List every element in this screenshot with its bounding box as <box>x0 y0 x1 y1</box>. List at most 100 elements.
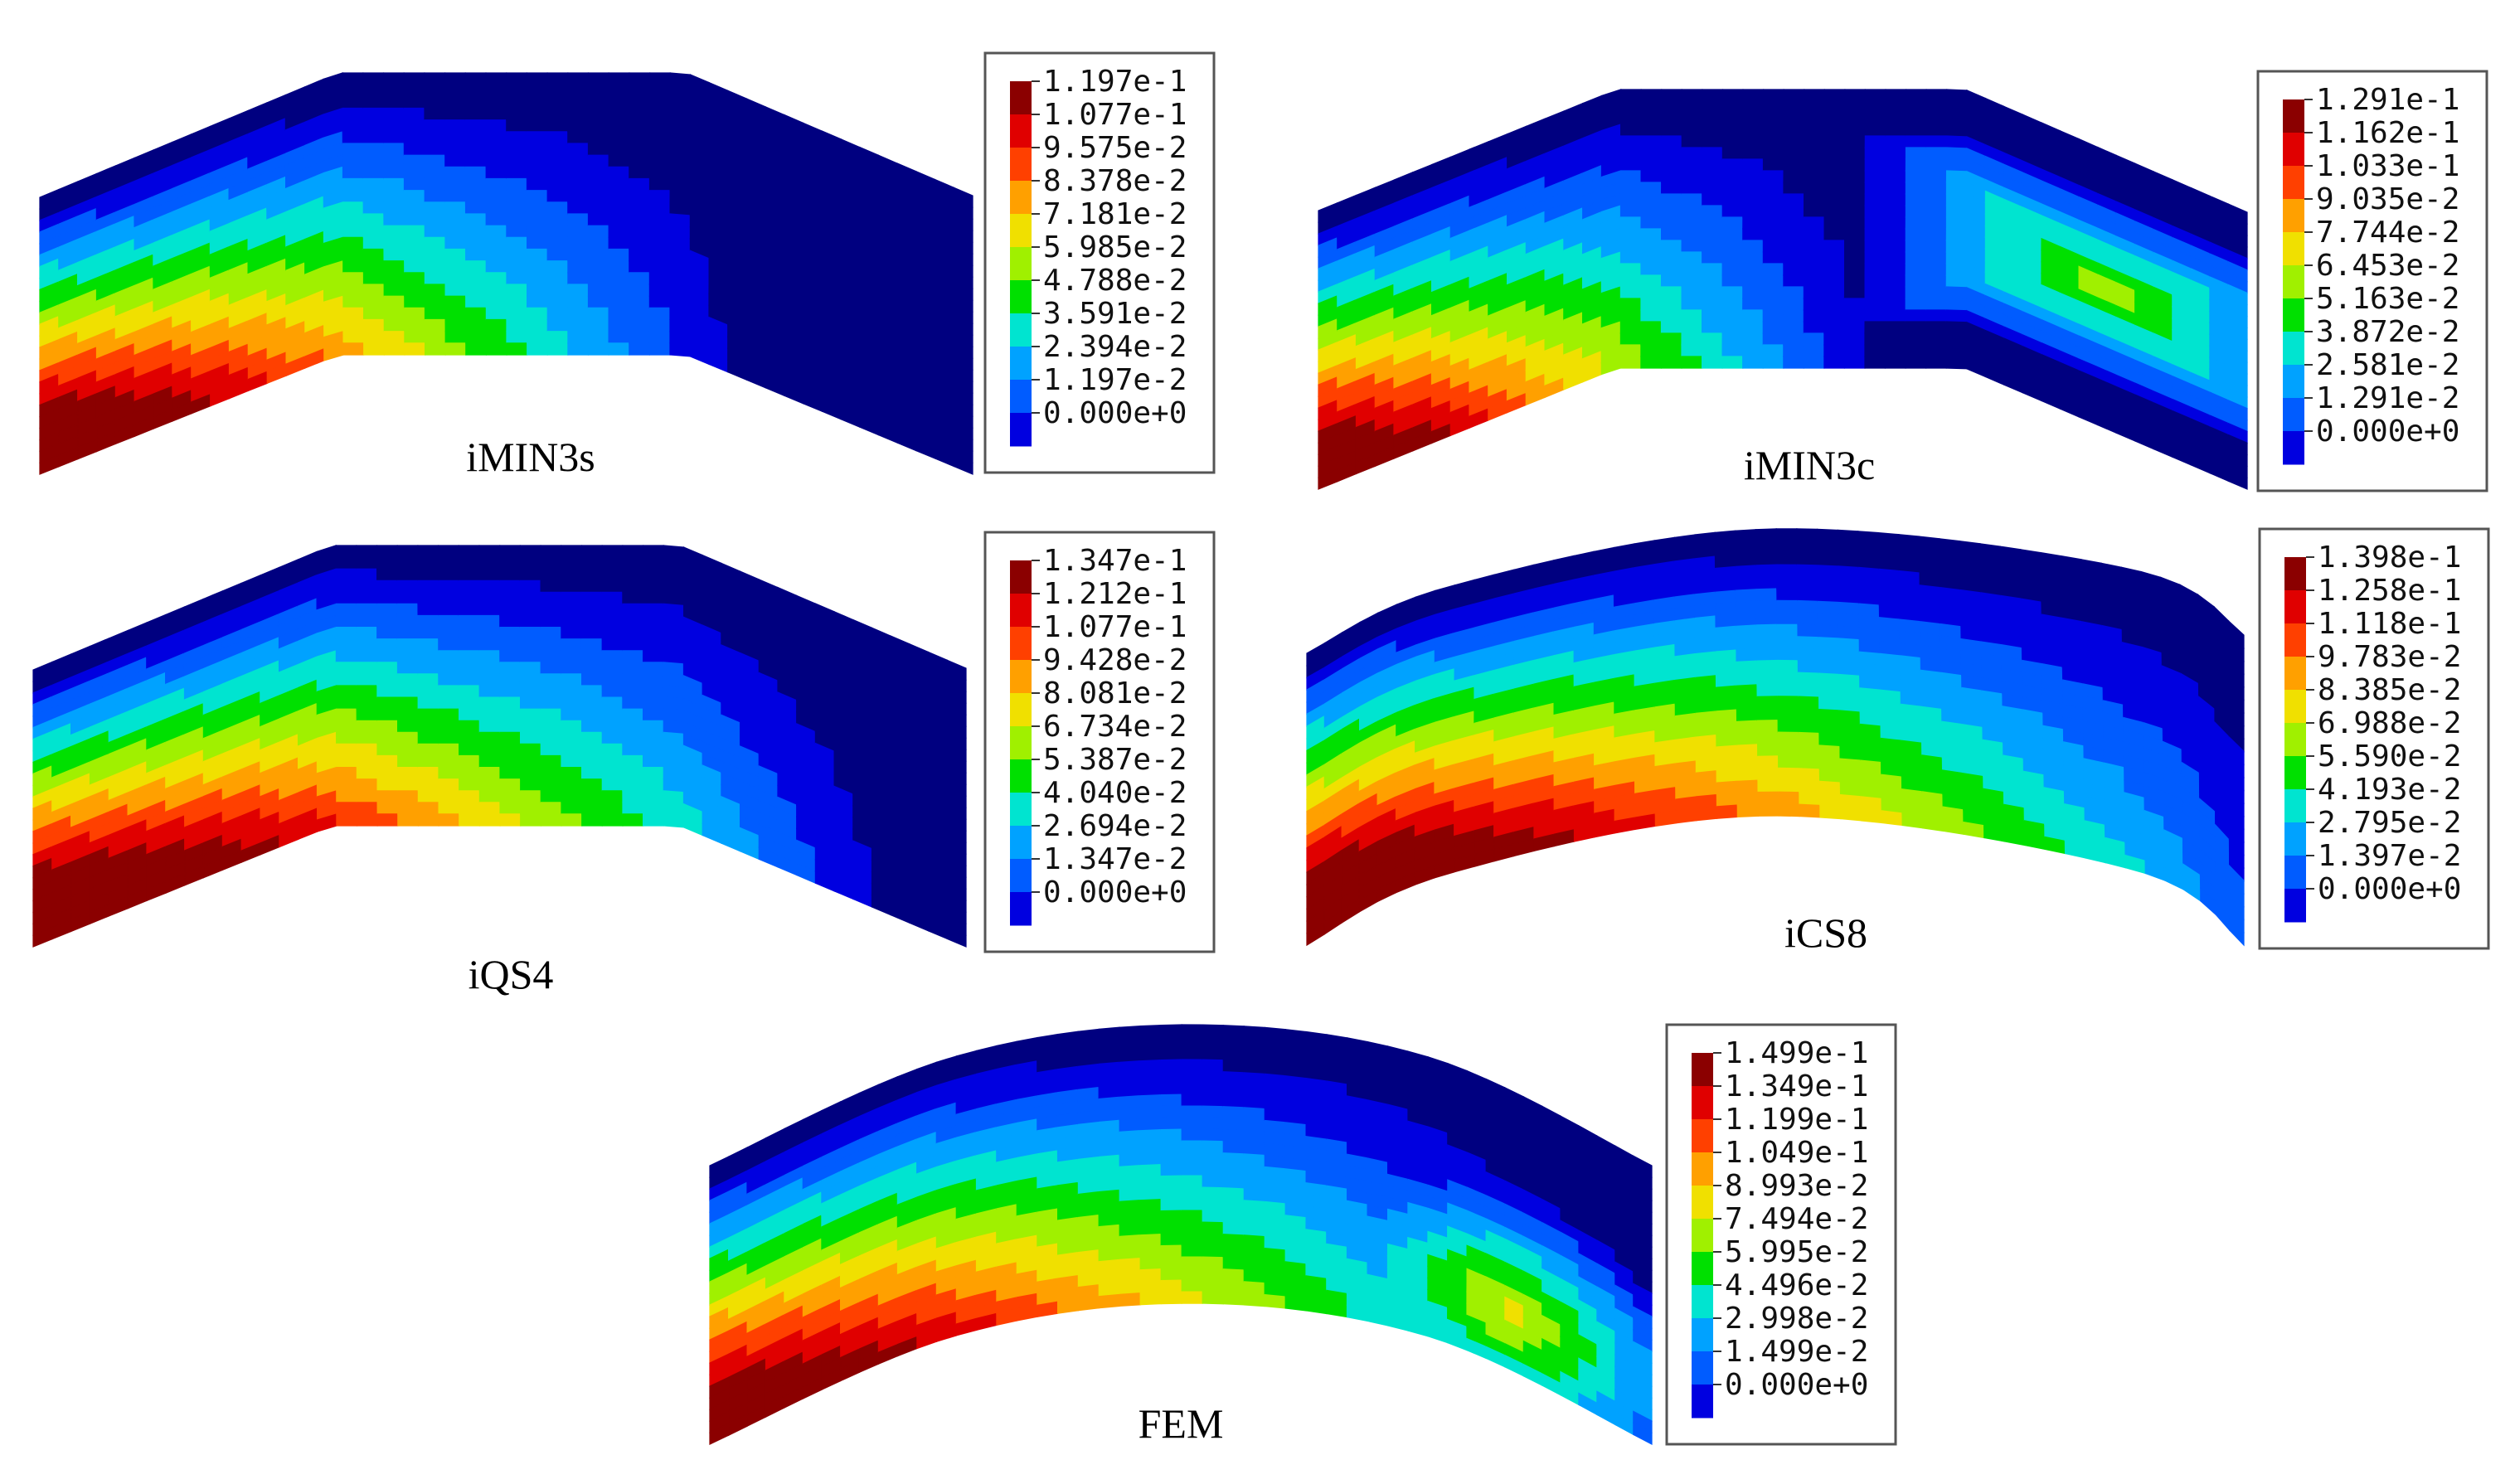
contour-cell <box>362 107 385 121</box>
legend-swatch <box>2283 431 2304 465</box>
contour-cell <box>404 236 425 250</box>
contour-cell <box>1661 170 1682 183</box>
contour-cell <box>1762 216 1784 230</box>
contour-cell <box>1721 263 1744 276</box>
contour-cell <box>424 119 446 133</box>
contour-cell <box>629 190 651 203</box>
contour-cell <box>356 731 378 744</box>
contour-cell <box>1775 540 1798 554</box>
contour-cell <box>362 284 385 297</box>
contour-cell <box>526 248 548 262</box>
contour-cell <box>464 190 487 203</box>
contour-cell <box>1776 612 1799 626</box>
legend-swatch <box>1010 627 1032 661</box>
contour-cell <box>506 95 528 109</box>
contour-cell <box>580 603 603 617</box>
contour-cell <box>1843 356 1866 369</box>
contour-cell <box>485 284 507 297</box>
contour-cell <box>397 708 419 721</box>
contour-cell <box>1681 263 1703 276</box>
contour-cell <box>601 813 624 827</box>
contour-cell <box>669 284 691 298</box>
contour-cell <box>356 556 378 570</box>
contour-cell <box>1778 791 1800 805</box>
contour-cell <box>546 107 569 121</box>
contour-cell <box>540 626 562 640</box>
contour-cell <box>561 767 583 780</box>
contour-cell <box>1839 745 1862 761</box>
contour-cell <box>546 143 569 156</box>
contour-cell <box>587 331 609 344</box>
contour-cell <box>642 545 664 558</box>
contour-cell <box>622 626 644 640</box>
contour-cell <box>1742 89 1765 102</box>
contour-cell <box>1797 623 1819 638</box>
contour-cell <box>540 603 562 617</box>
contour-cell <box>444 248 467 262</box>
contour-cell <box>1756 672 1779 686</box>
contour-cell <box>1799 792 1821 807</box>
contour-cell <box>567 307 590 321</box>
contour-cell <box>601 662 624 675</box>
contour-cell <box>669 143 692 158</box>
contour-cell <box>383 166 405 180</box>
contour-cell <box>1864 205 1886 218</box>
contour-cell <box>362 213 385 226</box>
contour-cell <box>1925 205 1948 218</box>
contour-cell <box>1661 263 1682 276</box>
contour-cell <box>499 556 522 570</box>
contour-cell <box>424 225 446 238</box>
contour-cell <box>1736 648 1758 663</box>
contour-cell <box>629 95 651 109</box>
contour-cell <box>444 190 467 203</box>
contour-cell <box>404 213 425 226</box>
legend-label: 8.081e-2 <box>1043 677 1187 710</box>
contour-cell <box>608 72 630 85</box>
contour-cell <box>356 754 378 769</box>
contour-cell <box>608 331 630 344</box>
contour-cell <box>1640 228 1663 241</box>
contour-cell <box>1803 356 1825 369</box>
contour-cell <box>567 131 590 144</box>
contour-cell <box>580 720 603 733</box>
contour-cell <box>1783 263 1805 276</box>
contour-cell <box>1838 686 1861 701</box>
legend-swatch <box>1010 560 1032 594</box>
contour-cell <box>1777 707 1799 721</box>
legend-label: 1.197e-1 <box>1043 65 1187 99</box>
contour-cell <box>622 731 644 744</box>
contour-cell <box>424 272 446 285</box>
contour-cell <box>663 614 685 630</box>
contour-cell <box>485 72 507 85</box>
contour-cell <box>1864 344 1886 357</box>
contour-cell <box>629 284 651 297</box>
contour-cell <box>1681 112 1703 125</box>
contour-cell <box>526 95 548 109</box>
contour-cell <box>383 119 405 133</box>
contour-cell <box>1885 205 1907 218</box>
contour-cell <box>1640 321 1663 334</box>
contour-cell <box>499 545 522 558</box>
contour-cell <box>648 154 671 167</box>
contour-cell <box>1864 124 1886 137</box>
contour-cell <box>438 802 460 815</box>
contour-cell <box>376 673 399 686</box>
contour-cell <box>417 778 439 792</box>
contour-cell <box>458 568 480 581</box>
contour-cell <box>1757 755 1779 769</box>
contour-cell <box>458 743 480 757</box>
contour-cell <box>561 591 583 605</box>
contour-cell <box>1783 182 1805 195</box>
contour-cell <box>580 568 603 581</box>
contour-cell <box>506 72 528 85</box>
contour-cell <box>342 119 364 133</box>
contour-cell <box>1735 541 1757 555</box>
contour-cell <box>519 685 541 698</box>
contour-cell <box>1797 636 1819 650</box>
contour-cell <box>546 260 569 274</box>
contour-cell <box>356 591 378 605</box>
contour-cell <box>669 154 692 169</box>
contour-cell <box>648 295 671 308</box>
contour-cell <box>1823 263 1846 276</box>
contour-cell <box>1620 100 1642 114</box>
